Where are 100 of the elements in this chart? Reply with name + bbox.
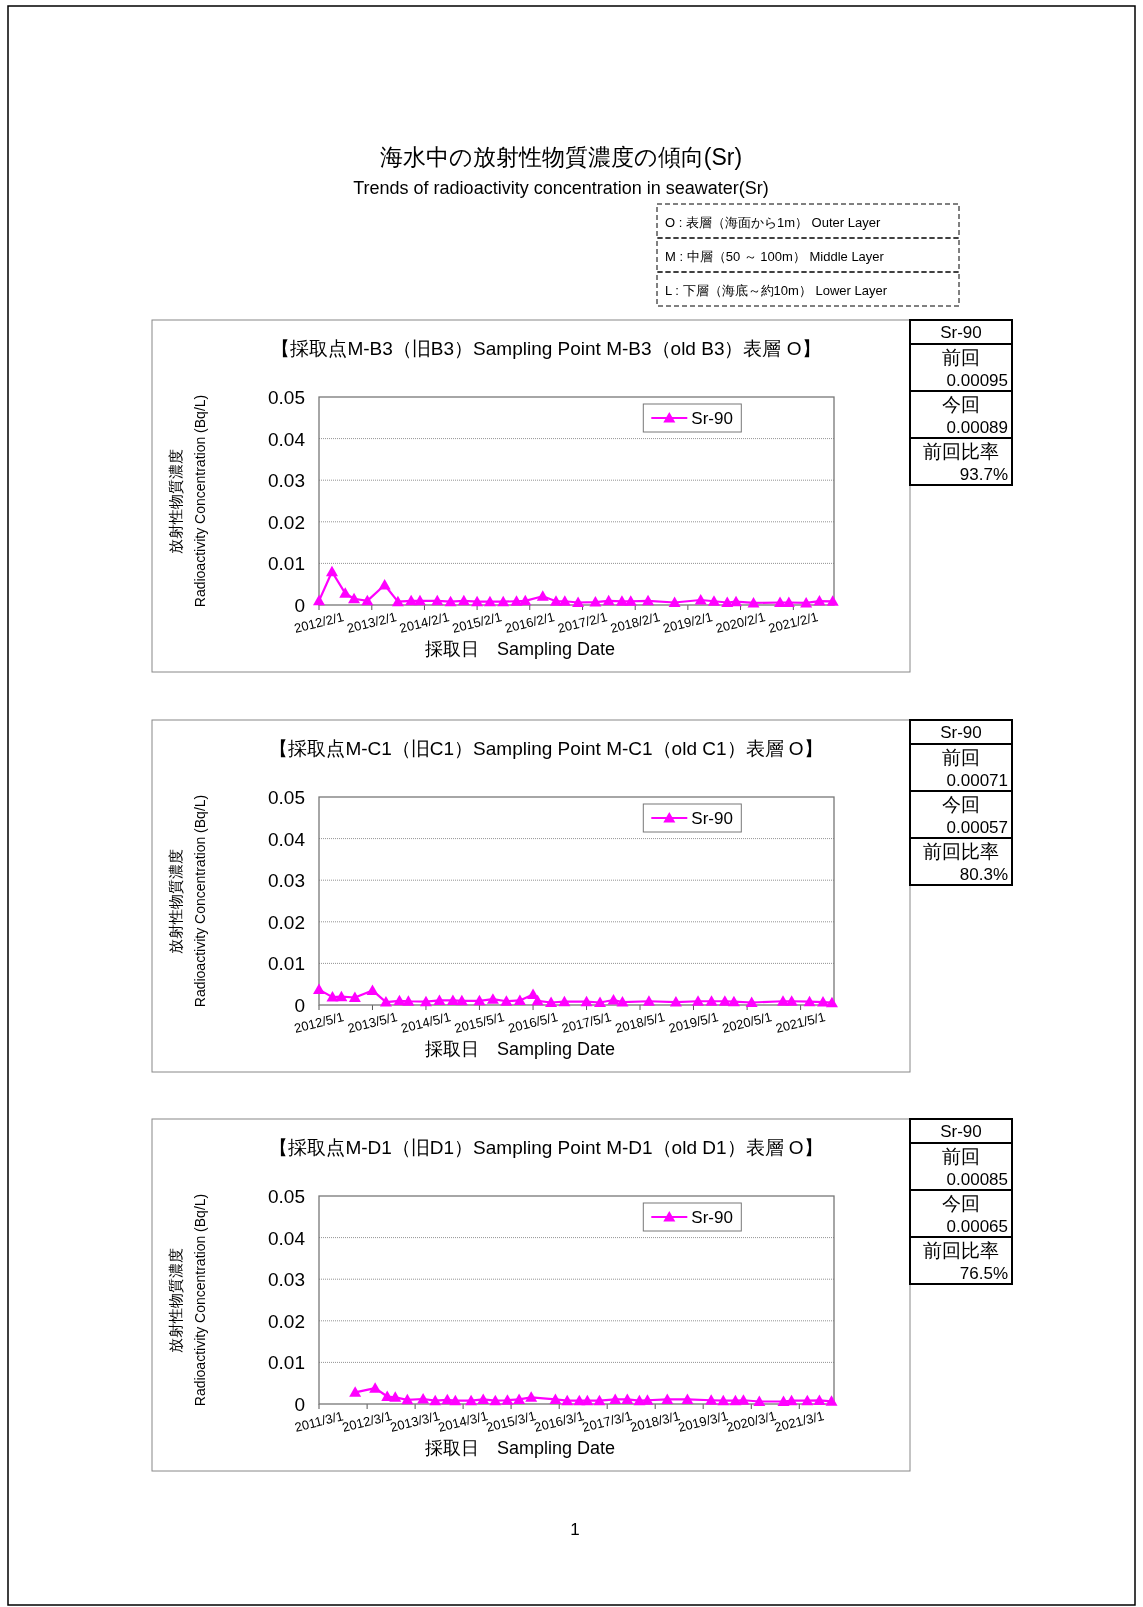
x-tick-label: 2018/2/1 — [608, 609, 662, 636]
x-tick-label: 2017/2/1 — [556, 609, 609, 636]
x-axis-title: 採取日 Sampling Date — [424, 1039, 616, 1059]
text: 0.00071 — [946, 771, 1008, 790]
x-tick-label: 2020/2/1 — [714, 609, 767, 636]
point — [616, 996, 629, 1007]
y-tick-label: 0 — [294, 1394, 305, 1415]
text: Sr-90 — [940, 323, 982, 342]
point — [642, 995, 655, 1006]
point — [661, 1393, 674, 1404]
text: 0.00065 — [946, 1217, 1008, 1236]
text: 0.00095 — [946, 371, 1008, 390]
x-tick-label: 2021/5/1 — [774, 1009, 827, 1036]
point — [510, 595, 523, 606]
point — [550, 595, 563, 606]
point — [457, 594, 470, 606]
y-tick-label: 0.03 — [268, 470, 305, 492]
point — [525, 1391, 538, 1402]
text: 76.5% — [959, 1264, 1008, 1283]
point — [486, 993, 499, 1004]
point — [489, 1394, 502, 1406]
point — [580, 995, 593, 1007]
point — [433, 994, 446, 1005]
x-tick-label: 2015/5/1 — [452, 1009, 506, 1036]
text: 前回 — [942, 347, 980, 368]
x-tick-label: 2014/2/1 — [397, 609, 451, 636]
x-tick-label: 2014/5/1 — [399, 1009, 453, 1036]
text: 93.7% — [959, 465, 1008, 484]
legend-label: Sr-90 — [691, 409, 733, 428]
text: O : 表層（海面から1m） Outer Layer — [665, 215, 881, 230]
y-tick-label: 0.02 — [268, 1310, 305, 1332]
text: 前回比率 — [923, 441, 999, 462]
point — [500, 995, 513, 1006]
y-tick-label: 0.01 — [268, 953, 305, 975]
point — [471, 595, 484, 607]
point — [483, 595, 496, 607]
point — [313, 594, 325, 606]
point — [707, 595, 720, 606]
chart-title: 【採取点M-D1（旧D1）Sampling Point M-D1（old D1）表層 O】 — [269, 1137, 823, 1158]
y-tick-label: 0 — [294, 995, 305, 1016]
point — [581, 1394, 594, 1406]
point — [444, 595, 457, 607]
text: 80.3% — [959, 865, 1008, 884]
y-tick-label: 0.01 — [268, 1352, 305, 1374]
point — [607, 994, 620, 1005]
x-axis-title: 採取日 Sampling Date — [424, 639, 616, 659]
point — [431, 594, 444, 606]
y-tick-label: 0.03 — [268, 1269, 305, 1291]
point — [705, 1394, 718, 1405]
x-tick-label: 2019/5/1 — [667, 1009, 720, 1036]
point — [446, 994, 459, 1005]
point — [800, 596, 813, 608]
point — [594, 996, 607, 1007]
point — [429, 1394, 442, 1406]
legend-label: Sr-90 — [691, 809, 733, 828]
x-tick-label: 2013/2/1 — [345, 609, 399, 636]
text: 0.00085 — [946, 1170, 1008, 1189]
point — [417, 1393, 430, 1404]
point — [325, 565, 338, 577]
point — [801, 1394, 814, 1406]
y-tick-label: 0.01 — [268, 553, 305, 575]
point — [393, 994, 406, 1006]
point — [349, 1386, 362, 1397]
point — [419, 995, 432, 1007]
point — [549, 1393, 562, 1404]
point — [449, 1394, 462, 1406]
point — [465, 1394, 478, 1406]
text: Sr-90 — [940, 1122, 982, 1141]
point — [558, 995, 571, 1007]
point — [681, 1393, 694, 1404]
point — [391, 595, 404, 607]
point — [561, 1394, 574, 1406]
text: 前回比率 — [923, 841, 999, 862]
point — [339, 587, 352, 598]
point — [692, 995, 705, 1006]
point — [602, 594, 615, 606]
point — [717, 1394, 730, 1406]
y-axis-title: 放射性物質濃度 Radioactivity Concentration (Bq/L) — [167, 1193, 208, 1407]
y-axis-title: 放射性物質濃度 Radioactivity Concentration (Bq/L) — [167, 394, 208, 608]
y-axis-title: 放射性物質濃度 Radioactivity Concentration (Bq/L) — [167, 794, 208, 1008]
point — [572, 596, 585, 607]
y-tick-label: 0.05 — [268, 387, 305, 408]
point — [348, 991, 361, 1003]
point — [615, 595, 628, 606]
point — [825, 996, 838, 1008]
y-tick-label: 0.04 — [268, 1227, 306, 1249]
y-tick-label: 0 — [294, 595, 305, 616]
point — [825, 1395, 838, 1406]
point — [313, 983, 325, 995]
text: Trends of radioactivity concentration in seawater(Sr) — [353, 178, 769, 198]
point — [694, 594, 707, 605]
point — [497, 595, 510, 607]
text: 0.00089 — [946, 418, 1008, 437]
y-tick-label: 0.02 — [268, 911, 305, 933]
point — [669, 996, 682, 1007]
point — [718, 995, 731, 1006]
y-tick-label: 0.05 — [268, 1186, 305, 1207]
point — [361, 594, 374, 606]
point — [705, 995, 718, 1006]
y-tick-label: 0.04 — [268, 428, 306, 450]
